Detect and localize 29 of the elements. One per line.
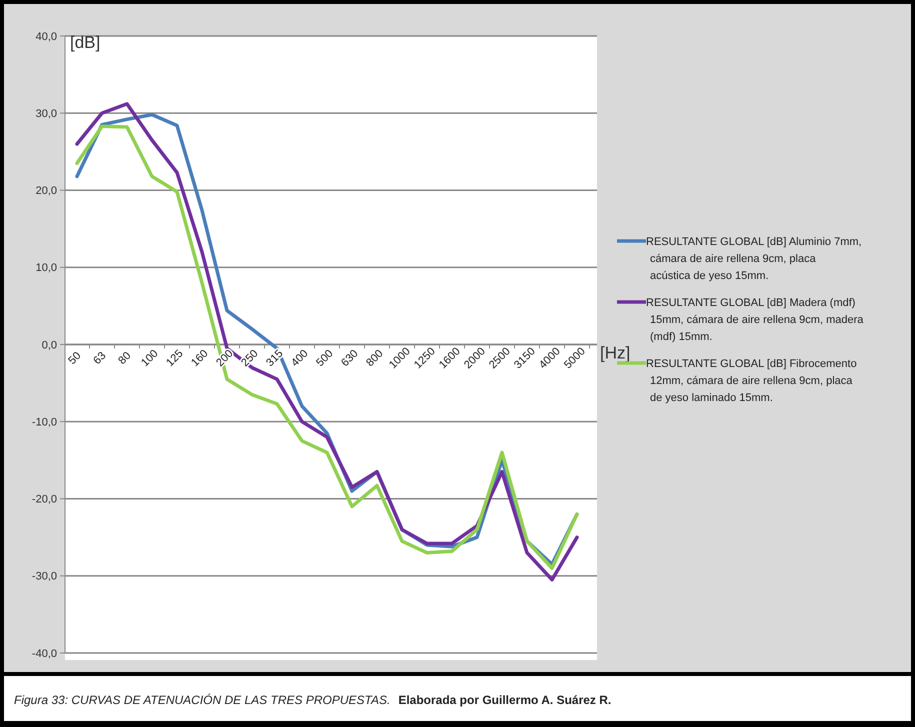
y-tick-label: 10,0 <box>36 262 57 274</box>
y-tick-label: -30,0 <box>32 570 57 583</box>
x-axis-title: [Hz] <box>600 344 630 362</box>
x-tick-label: 80 <box>116 350 134 367</box>
legend-label: RESULTANTE GLOBAL [dB] Fibrocemento 12mm, cámara de aire rellena 9cm, placa de yeso laminado 15mm. <box>646 358 857 404</box>
x-tick-label: 63 <box>91 350 108 367</box>
y-tick-label: 30,0 <box>36 108 57 120</box>
x-tick-label: 100 <box>139 348 161 370</box>
text: Elaborada por Guillermo A. Suárez R. <box>398 693 612 707</box>
legend-label: RESULTANTE GLOBAL [dB] Aluminio 7mm, cámara de aire rellena 9cm, placa acústica de yeso 15mm. <box>646 236 862 282</box>
y-tick-label: -10,0 <box>32 416 57 428</box>
x-tick-label: 800 <box>364 348 386 370</box>
legend-label: RESULTANTE GLOBAL [dB] Madera (mdf) 15mm, cámara de aire rellena 9cm, madera (mdf) 15mm. <box>646 297 864 343</box>
x-tick-label: 315 <box>264 348 286 370</box>
x-tick-label: 630 <box>339 348 361 370</box>
y-axis-title: [dB] <box>70 33 100 52</box>
y-tick-label: -40,0 <box>32 648 57 660</box>
x-tick-label: 500 <box>314 348 336 370</box>
text: Figura 33: CURVAS DE ATENUACIÓN DE LAS TRES PROPUESTAS. <box>14 693 390 707</box>
y-tick-label: 20,0 <box>36 185 57 198</box>
x-tick-label: 50 <box>66 350 84 367</box>
x-tick-label: 160 <box>189 348 211 370</box>
x-tick-label: 250 <box>239 348 261 370</box>
x-tick-label: 400 <box>289 348 311 370</box>
x-tick-label: 200 <box>214 348 236 370</box>
y-tick-label: 0,0 <box>42 339 57 352</box>
x-tick-label: 125 <box>164 348 186 370</box>
y-tick-label: 40,0 <box>36 30 57 43</box>
y-tick-label: -20,0 <box>32 494 57 506</box>
